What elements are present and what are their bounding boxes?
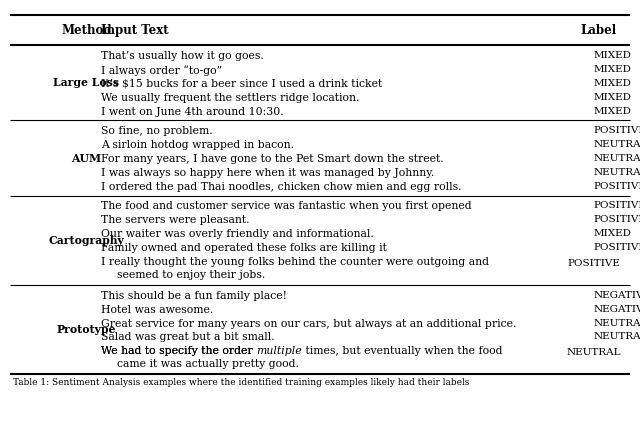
Text: Label: Label bbox=[580, 24, 616, 36]
Text: It’s $15 bucks for a beer since I used a drink ticket: It’s $15 bucks for a beer since I used a… bbox=[101, 79, 382, 89]
Text: The food and customer service was fantastic when you first opened: The food and customer service was fantas… bbox=[101, 201, 472, 212]
Text: Salad was great but a bit small.: Salad was great but a bit small. bbox=[101, 332, 275, 343]
Text: MIXED: MIXED bbox=[594, 107, 632, 115]
Text: The servers were pleasant.: The servers were pleasant. bbox=[101, 215, 250, 225]
Text: MIXED: MIXED bbox=[594, 65, 632, 74]
Text: Method: Method bbox=[61, 24, 112, 36]
Text: POSITIVE: POSITIVE bbox=[567, 259, 620, 268]
Text: Table 1: Sentiment Analysis examples where the identified training examples like: Table 1: Sentiment Analysis examples whe… bbox=[13, 378, 469, 387]
Text: Our waiter was overly friendly and informational.: Our waiter was overly friendly and infor… bbox=[101, 229, 374, 239]
Text: I really thought the young folks behind the counter were outgoing and: I really thought the young folks behind … bbox=[101, 257, 489, 267]
Text: I always order “to-go”: I always order “to-go” bbox=[101, 65, 222, 76]
Text: NEUTRAL: NEUTRAL bbox=[594, 332, 640, 341]
Text: Input Text: Input Text bbox=[101, 24, 169, 36]
Text: NEUTRAL: NEUTRAL bbox=[566, 349, 621, 357]
Text: multiple: multiple bbox=[256, 346, 302, 357]
Text: NEUTRAL: NEUTRAL bbox=[594, 140, 640, 149]
Text: We usually frequent the settlers ridge location.: We usually frequent the settlers ridge l… bbox=[101, 93, 360, 103]
Text: So fine, no problem.: So fine, no problem. bbox=[101, 126, 212, 136]
Text: came it was actually pretty good.: came it was actually pretty good. bbox=[117, 359, 299, 369]
Text: POSITIVE: POSITIVE bbox=[594, 243, 640, 252]
Text: POSITIVE: POSITIVE bbox=[594, 182, 640, 191]
Text: NEGATIVE: NEGATIVE bbox=[594, 305, 640, 313]
Text: Prototype: Prototype bbox=[57, 324, 116, 335]
Text: MIXED: MIXED bbox=[594, 93, 632, 102]
Text: NEGATIVE: NEGATIVE bbox=[594, 291, 640, 299]
Text: Cartography: Cartography bbox=[49, 235, 124, 246]
Text: AUM: AUM bbox=[71, 153, 102, 164]
Text: I was always so happy here when it was managed by Johnny.: I was always so happy here when it was m… bbox=[101, 168, 435, 178]
Text: A sirloin hotdog wrapped in bacon.: A sirloin hotdog wrapped in bacon. bbox=[101, 140, 294, 150]
Text: Large Loss: Large Loss bbox=[53, 77, 120, 88]
Text: POSITIVE: POSITIVE bbox=[594, 126, 640, 135]
Text: times, but eventually when the food: times, but eventually when the food bbox=[302, 346, 502, 357]
Text: That’s usually how it go goes.: That’s usually how it go goes. bbox=[101, 51, 264, 61]
Text: NEUTRAL: NEUTRAL bbox=[594, 154, 640, 163]
Text: We had to specify the order: We had to specify the order bbox=[101, 346, 256, 357]
Text: MIXED: MIXED bbox=[594, 51, 632, 60]
Text: For many years, I have gone to the Pet Smart down the street.: For many years, I have gone to the Pet S… bbox=[101, 154, 444, 164]
Text: POSITIVE: POSITIVE bbox=[594, 201, 640, 210]
Text: POSITIVE: POSITIVE bbox=[594, 215, 640, 224]
Text: I ordered the pad Thai noodles, chicken chow mien and egg rolls.: I ordered the pad Thai noodles, chicken … bbox=[101, 182, 461, 192]
Text: NEUTRAL: NEUTRAL bbox=[594, 168, 640, 177]
Text: MIXED: MIXED bbox=[594, 79, 632, 88]
Text: Family owned and operated these folks are killing it: Family owned and operated these folks ar… bbox=[101, 243, 387, 253]
Text: seemed to enjoy their jobs.: seemed to enjoy their jobs. bbox=[117, 270, 266, 280]
Text: We had to specify the order: We had to specify the order bbox=[101, 346, 256, 357]
Text: NEUTRAL: NEUTRAL bbox=[594, 319, 640, 327]
Text: This should be a fun family place!: This should be a fun family place! bbox=[101, 291, 287, 301]
Text: MIXED: MIXED bbox=[594, 229, 632, 238]
Text: I went on June 4th around 10:30.: I went on June 4th around 10:30. bbox=[101, 107, 284, 117]
Text: Great service for many years on our cars, but always at an additional price.: Great service for many years on our cars… bbox=[101, 319, 516, 329]
Text: Hotel was awesome.: Hotel was awesome. bbox=[101, 305, 213, 315]
